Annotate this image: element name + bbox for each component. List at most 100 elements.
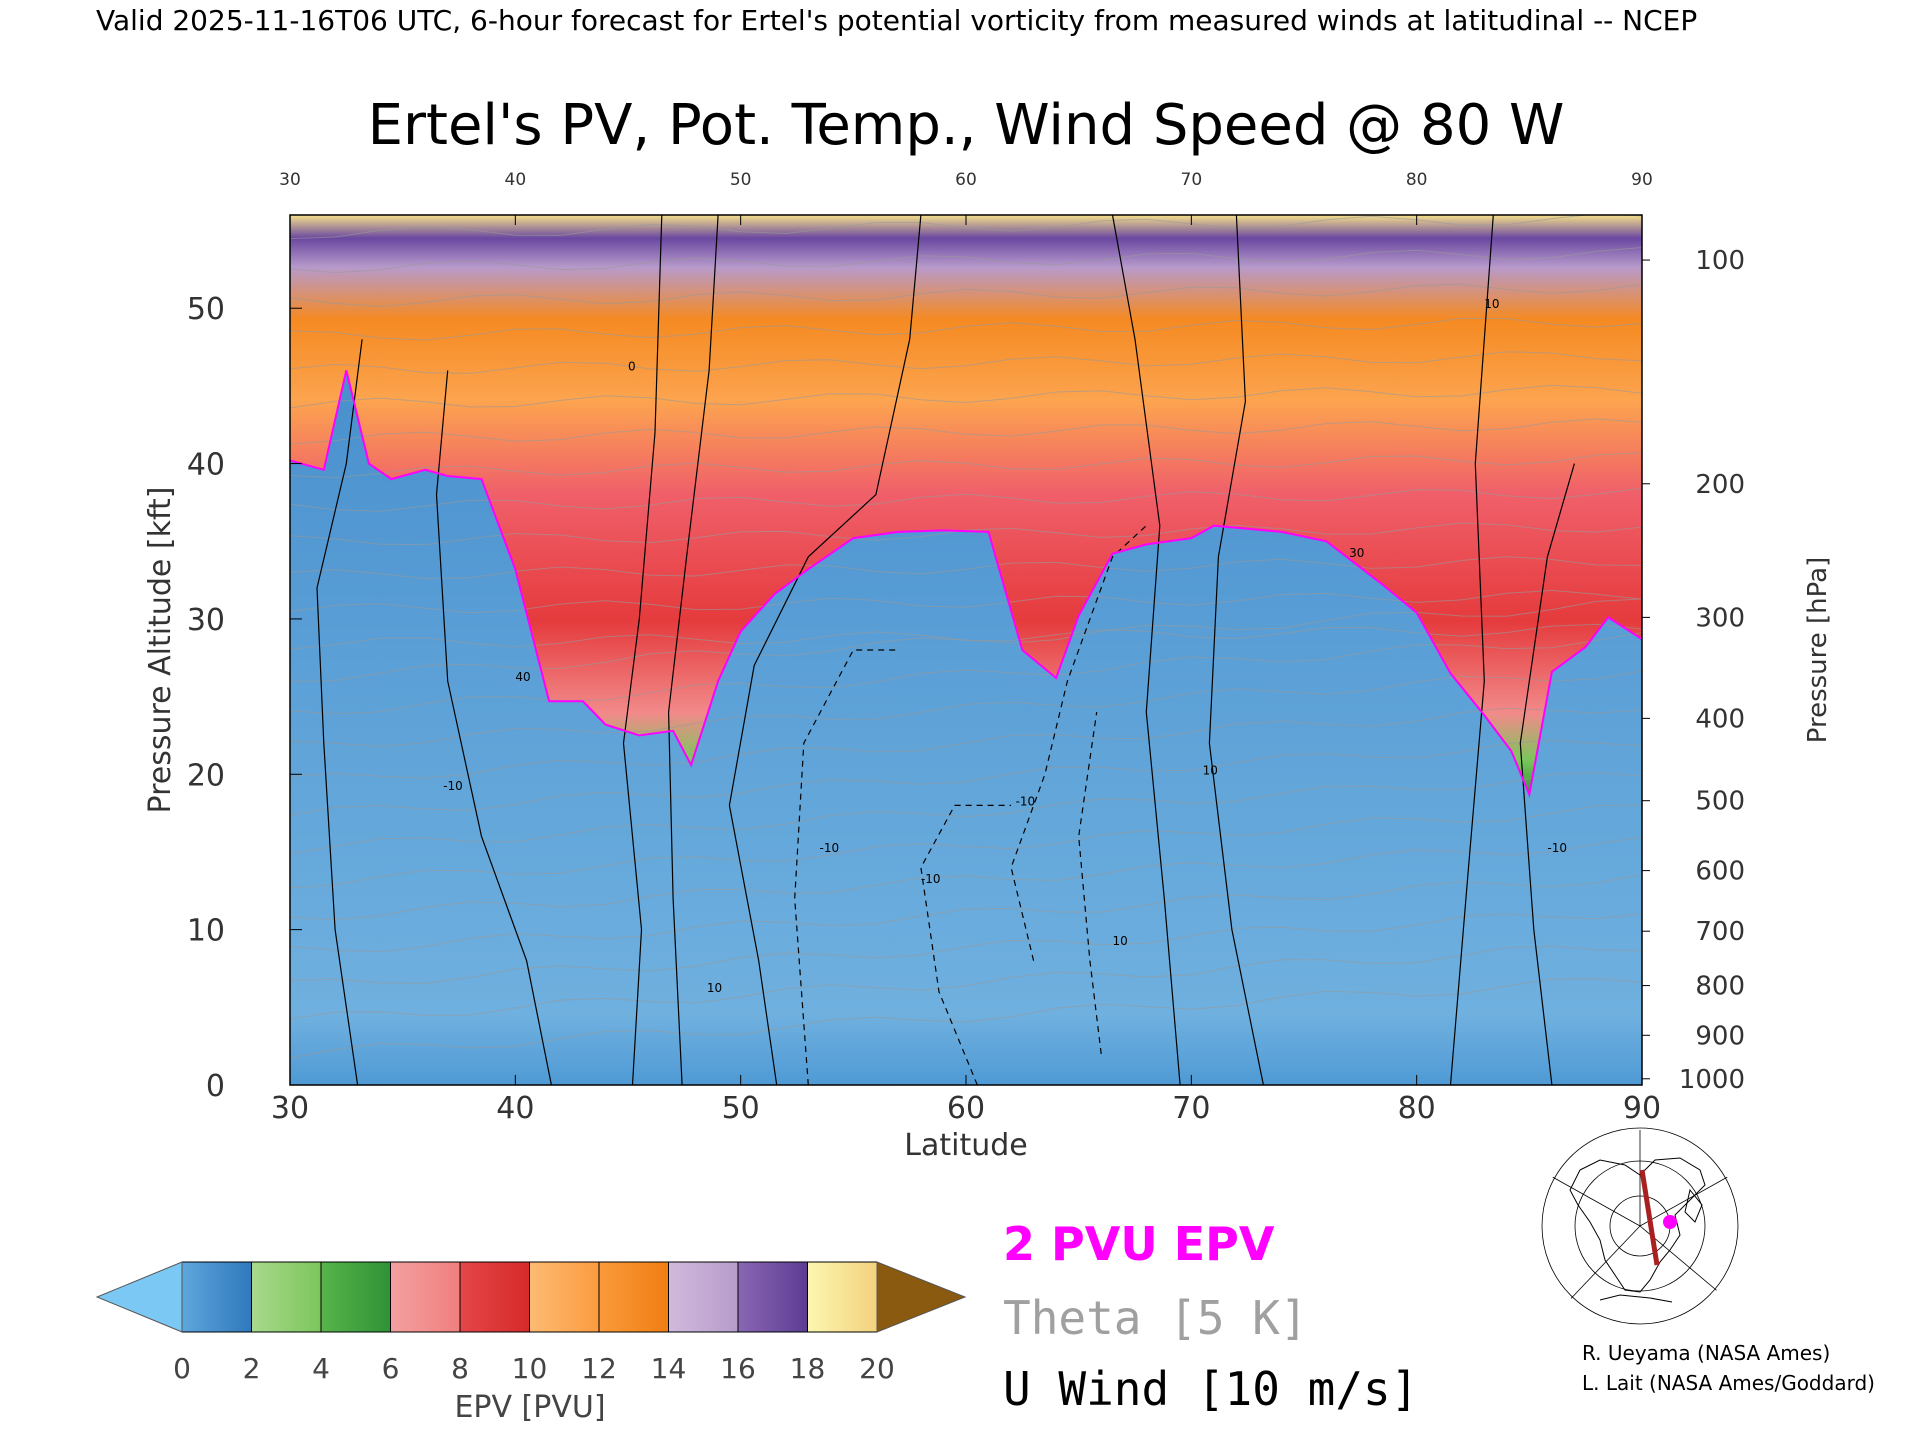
uwind-contour-label: 10 [1203,763,1218,777]
x-tick-label: 50 [722,1091,760,1126]
theta-isentrope [290,913,1642,985]
colorbar-segment [251,1261,322,1333]
pressure-tick-label: 100 [1695,246,1745,276]
colorbar-tick-label: 6 [382,1352,400,1385]
legend-pv-line: 2 PVU EPV [1003,1217,1275,1271]
theta-isentrope [290,317,1642,341]
x-top-tick-label: 30 [279,170,301,190]
x-axis-label: Latitude [904,1128,1027,1163]
colorbar-segment [737,1261,808,1333]
uwind-contour-label: 10 [1484,297,1499,311]
pressure-tick-label: 600 [1695,857,1745,887]
pressure-tick-label: 500 [1695,787,1745,817]
y-tick-label: 50 [187,292,225,327]
x-top-tick-label: 60 [955,170,977,190]
legend-uwind: U Wind [10 m/s] [1003,1362,1418,1416]
colorbar-segment [390,1261,461,1333]
pressure-tick-label: 1000 [1679,1065,1745,1095]
x-top-tick-label: 50 [730,170,752,190]
y-tick-label: 10 [187,914,225,949]
y-tick-label: 30 [187,603,225,638]
theta-isentrope [290,247,1642,274]
pressure-tick-label: 200 [1695,470,1745,500]
colorbar-tick-label: 14 [651,1352,687,1385]
uwind-contour-line [728,215,922,1085]
pressure-tick-label: 700 [1695,917,1745,947]
plot-area: -10 40 0 10 -10 -10 -10 10 10 30 -10 10 [290,215,1642,1085]
uwind-contour-label: 40 [515,670,530,684]
theta-isentrope [290,978,1642,1059]
x-tick-label: 80 [1398,1091,1436,1126]
uwind-contour-label: -10 [1016,794,1036,808]
uwind-contour-line [667,215,719,1085]
theta-isentrope [290,836,1642,921]
uwind-contours: -10 40 0 10 -10 -10 -10 10 10 30 -10 10 [316,215,1575,1085]
valid-line: Valid 2025-11-16T06 UTC, 6-hour forecast… [96,4,1697,37]
colorbar-tick-label: 2 [243,1352,261,1385]
cross-section-track [1639,1169,1660,1266]
theta-isentrope [290,418,1642,445]
credit-line-2: L. Lait (NASA Ames/Goddard) [1582,1371,1875,1395]
uwind-contour-line [1449,215,1494,1085]
colorbar-tick-label: 10 [512,1352,548,1385]
uwind-contour-line [1519,463,1575,1085]
uwind-contour-line [920,804,1012,1085]
y-axis-label: Pressure Altitude [kft] [143,487,178,814]
colorbar-over-arrow [876,1261,967,1333]
uwind-contour-label: 30 [1349,546,1364,560]
colorbar-label: EPV [PVU] [454,1390,605,1425]
legend-theta: Theta [5 K] [1003,1291,1308,1345]
y-tick-label: 40 [187,448,225,483]
uwind-contour-line [316,339,363,1085]
colorbar-segment [181,1261,252,1333]
uwind-contour-label: 10 [1112,934,1127,948]
theta-isentrope [290,945,1642,1020]
inset-map [1540,1127,1740,1325]
x-tick-label: 40 [496,1091,534,1126]
y-tick-label: 20 [187,758,225,793]
uwind-contour-label: -10 [443,779,463,793]
legend: 2 PVU EPV Theta [5 K] U Wind [10 m/s] [1003,1217,1418,1416]
colorbar-under-arrow [95,1261,183,1333]
theta-isentrope [290,384,1642,409]
uwind-contour-label: -10 [820,841,840,855]
theta-isentrope [290,804,1642,889]
x-tick-label: 70 [1172,1091,1210,1126]
theta-isentrope [290,670,1642,747]
coastline-icon [1569,1157,1706,1293]
colorbar-tick-label: 20 [859,1352,895,1385]
theta-isentrope [290,487,1642,512]
x-top-tick-label: 70 [1181,170,1203,190]
theta-isentrope [290,739,1642,816]
x-tick-label: 90 [1623,1091,1661,1126]
x-top-tick-label: 80 [1406,170,1428,190]
theta-isentrope [290,351,1642,374]
theta-isentrope [290,589,1642,614]
colorbar-tick-label: 8 [451,1352,469,1385]
theta-isentrope [290,623,1642,650]
uwind-contour-line [1208,215,1264,1085]
theta-isentrope [290,522,1642,546]
x-tick-label: 60 [947,1091,985,1126]
colorbar-segment [529,1261,600,1333]
uwind-contour-line [1078,712,1102,1054]
y2-axis-label: Pressure [hPa] [1803,557,1833,744]
x-top-tick-label: 40 [505,170,527,190]
theta-isentrope [290,707,1642,779]
colorbar-segment [807,1261,878,1333]
colorbar-tick-label: 4 [312,1352,330,1385]
credit-line-1: R. Ueyama (NASA Ames) [1582,1341,1830,1365]
colorbar-segment [459,1261,530,1333]
colorbar-tick-label: 16 [720,1352,756,1385]
location-marker [1663,1215,1677,1229]
colorbar-tick-label: 0 [173,1352,191,1385]
colorbar-segment [598,1261,669,1333]
theta-isentrope [290,632,1642,715]
pressure-tick-label: 900 [1695,1021,1745,1051]
theta-contours [290,215,1642,1059]
theta-isentrope [290,452,1642,479]
x-top-tick-label: 90 [1631,170,1653,190]
uwind-contour-line [622,215,663,1085]
colorbar-segment [320,1261,391,1333]
